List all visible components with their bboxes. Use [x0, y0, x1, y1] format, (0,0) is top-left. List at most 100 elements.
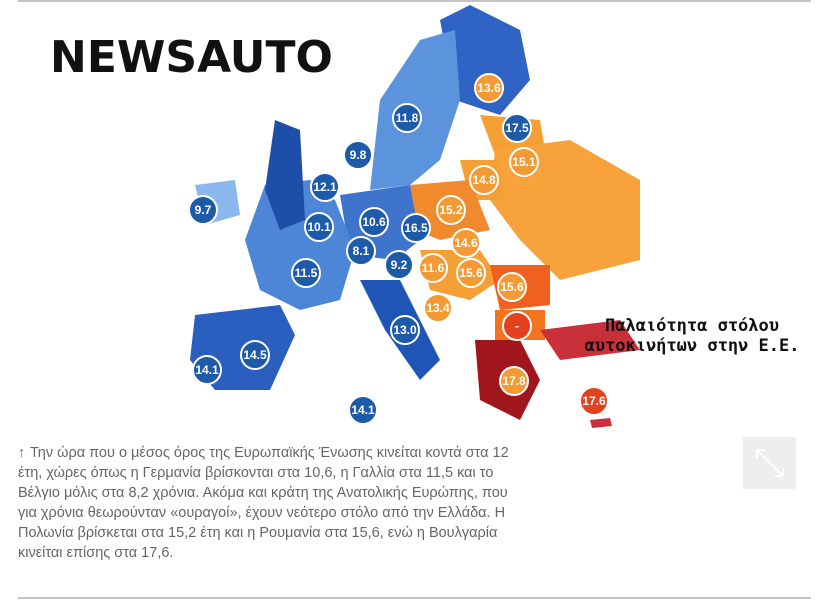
badge-circle [423, 293, 453, 323]
logo: NEWSAUTO [50, 32, 333, 83]
badge-circle [304, 212, 334, 242]
badge: 17.8 [499, 366, 529, 396]
badge-circle [579, 386, 609, 416]
map-title: Παλαιότητα στόλου [605, 316, 779, 336]
badge: 9.2 [384, 250, 414, 280]
badge: 14.8 [469, 165, 499, 195]
caption-line: Βέλγιο μόλις στα 8,2 χρόνια. Ακόμα και κ… [18, 485, 508, 501]
badge: 15.6 [497, 272, 527, 302]
badge: 10.1 [304, 212, 334, 242]
badge-circle [502, 113, 532, 143]
badge: 11.8 [392, 103, 422, 133]
badge-circle [348, 395, 378, 425]
badge: 12.1 [310, 172, 340, 202]
badge: 10.6 [359, 207, 389, 237]
badge-circle [192, 355, 222, 385]
badge-label: 9.8 [350, 148, 367, 162]
badge: 15.2 [436, 195, 466, 225]
badge: 15.1 [509, 147, 539, 177]
badge-label: 14.1 [351, 403, 375, 417]
badge: 13.0 [390, 315, 420, 345]
badge-label: 15.1 [512, 155, 536, 169]
badge: 17.5 [502, 113, 532, 143]
badge-label: 11.8 [396, 111, 419, 125]
badge-circle [456, 258, 486, 288]
caption-line: Πολωνία βρίσκεται στα 15,2 έτη και η Ρου… [18, 525, 497, 541]
region [265, 120, 305, 230]
badge-label: 13.6 [477, 81, 501, 95]
caption-arrow: ↑ [18, 445, 25, 461]
badge-label: 17.8 [502, 374, 526, 388]
badge-circle [436, 195, 466, 225]
badge-circle [451, 228, 481, 258]
badge-label: 17.6 [582, 394, 606, 408]
badge-label: - [515, 319, 519, 333]
map-title: αυτοκινήτων στην Ε.Ε. [585, 336, 800, 356]
badge-label: 10.6 [362, 215, 386, 229]
badge-circle [346, 236, 376, 266]
badge-label: 10.1 [307, 220, 331, 234]
badge-label: 14.8 [472, 173, 496, 187]
badge: - [502, 311, 532, 341]
badge: 14.5 [240, 340, 270, 370]
badge-label: 8.1 [353, 244, 370, 258]
badge-label: 13.0 [393, 323, 417, 337]
badge-label: 15.6 [459, 266, 483, 280]
badge-circle [188, 195, 218, 225]
badge-label: 11.6 [422, 261, 445, 275]
badge-label: 13.4 [426, 301, 450, 315]
badge-circle [418, 253, 448, 283]
region [245, 180, 355, 310]
caption-line: έτη, χώρες όπως η Γερμανία βρίσκονται στ… [18, 465, 493, 481]
expand-icon [756, 449, 784, 477]
badge-circle [499, 366, 529, 396]
badge-circle [497, 272, 527, 302]
badge-circle [310, 172, 340, 202]
badge: 11.5 [291, 258, 321, 288]
badge-circle [343, 140, 373, 170]
badge-label: 12.1 [313, 180, 337, 194]
badge: 16.5 [401, 213, 431, 243]
badge: 13.4 [423, 293, 453, 323]
badge-circle [392, 103, 422, 133]
badge: 13.6 [474, 73, 504, 103]
badge-label: 9.2 [391, 258, 408, 272]
badge-label: 14.5 [243, 348, 267, 362]
badge-circle [474, 73, 504, 103]
badge: 14.1 [192, 355, 222, 385]
badge: 11.6 [418, 253, 448, 283]
badge-label: 14.1 [195, 363, 219, 377]
caption: ↑ Την ώρα που ο μέσος όρος της Ευρωπαϊκή… [18, 445, 509, 561]
badge: 15.6 [456, 258, 486, 288]
badge-circle [291, 258, 321, 288]
badge: 9.8 [343, 140, 373, 170]
badges: 13.6 11.8 17.5 9.8 15.1 12.1 14.8 9.7 15.2 10.6 16… [188, 73, 609, 425]
badge-circle [240, 340, 270, 370]
badge-label: 11.5 [295, 266, 318, 280]
badge-label: 14.6 [454, 236, 478, 250]
badge-circle [509, 147, 539, 177]
region [540, 320, 640, 360]
badge-label: 17.5 [505, 121, 529, 135]
badge-circle [469, 165, 499, 195]
badge-label: 16.5 [404, 221, 428, 235]
caption-line: Την ώρα που ο μέσος όρος της Ευρωπαϊκής … [30, 445, 509, 461]
badge-circle [390, 315, 420, 345]
badge: 9.7 [188, 195, 218, 225]
badge-label: 15.2 [439, 203, 463, 217]
badge: 17.6 [579, 386, 609, 416]
badge: 8.1 [346, 236, 376, 266]
badge-circle [384, 250, 414, 280]
badge-label: 15.6 [500, 280, 524, 294]
badge: 14.1 [348, 395, 378, 425]
region [590, 418, 612, 428]
region [440, 5, 530, 115]
badge-label: 9.7 [195, 203, 212, 217]
badge-circle [502, 311, 532, 341]
badge: 14.6 [451, 228, 481, 258]
badge-circle [401, 213, 431, 243]
badge-circle [359, 207, 389, 237]
caption-line: κινείται επίσης στα 17,6. [18, 545, 173, 561]
caption-line: για χρόνια θεωρούνταν «ουραγοί», έχουν ν… [18, 505, 505, 521]
